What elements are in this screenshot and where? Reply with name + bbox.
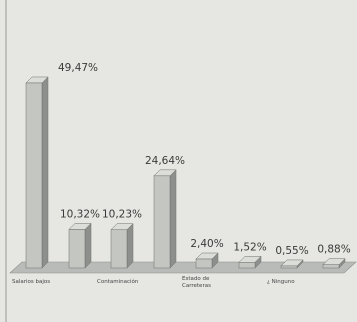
bar: [195, 258, 213, 269]
floor: [9, 261, 357, 274]
value-label: 0,88%: [317, 244, 350, 256]
bar-group: [68, 222, 92, 269]
x-tick-label: Estado de Carreteras: [182, 276, 211, 289]
x-tick-label: ¿ Ninguno: [267, 279, 295, 285]
bar-group: [195, 252, 219, 269]
bar: [68, 229, 86, 269]
value-label: 2,40%: [190, 238, 223, 250]
bar-group: [25, 76, 49, 269]
bar: [280, 265, 298, 269]
bar-group: [153, 169, 177, 269]
x-tick-label: Salarios bajos: [12, 279, 50, 285]
value-label: 10,32%: [60, 208, 100, 220]
value-label: 1,52%: [233, 241, 266, 253]
bar-group: [280, 259, 304, 269]
bar-group: [110, 223, 134, 269]
bar-group: [238, 255, 262, 269]
bar-side: [126, 223, 134, 269]
bar: [110, 229, 128, 269]
bar-side: [84, 222, 92, 269]
value-label: 0,55%: [275, 245, 308, 257]
x-tick-label: Contaminación: [97, 278, 139, 285]
bar-group: [322, 258, 346, 269]
bar: [238, 262, 256, 269]
bar: [25, 82, 43, 269]
bar: [153, 175, 171, 269]
bar-side: [41, 76, 49, 269]
bar: [322, 264, 340, 269]
bar-side: [169, 169, 177, 269]
value-label: 10,23%: [102, 209, 142, 221]
value-label: 49,47%: [58, 62, 98, 74]
value-label: 24,64%: [145, 155, 185, 167]
